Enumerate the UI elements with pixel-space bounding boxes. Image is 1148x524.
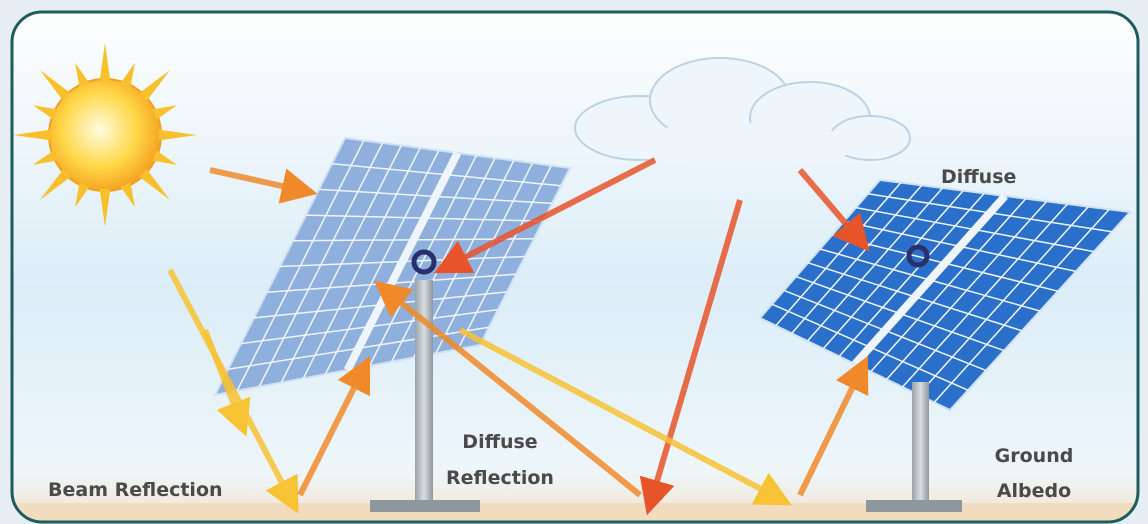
pole-base [370, 500, 480, 512]
page: Diffuse Beam Reflection Diffuse Reflecti… [0, 0, 1148, 524]
label-diffuse-reflection: Reflection [446, 467, 554, 489]
illustration: Diffuse Beam Reflection Diffuse Reflecti… [0, 0, 1148, 524]
label-ground-albedo: Ground [995, 445, 1074, 467]
label-ground-albedo: Albedo [997, 480, 1071, 502]
label-beam-reflection: Beam Reflection [48, 479, 223, 501]
label-diffuse-reflection: Diffuse [462, 431, 537, 453]
label-diffuse: Diffuse [941, 166, 1016, 188]
scene-area: Diffuse Beam Reflection Diffuse Reflecti… [0, 0, 1148, 524]
pole-base [866, 500, 962, 512]
pole [912, 382, 929, 505]
sun [13, 43, 197, 227]
